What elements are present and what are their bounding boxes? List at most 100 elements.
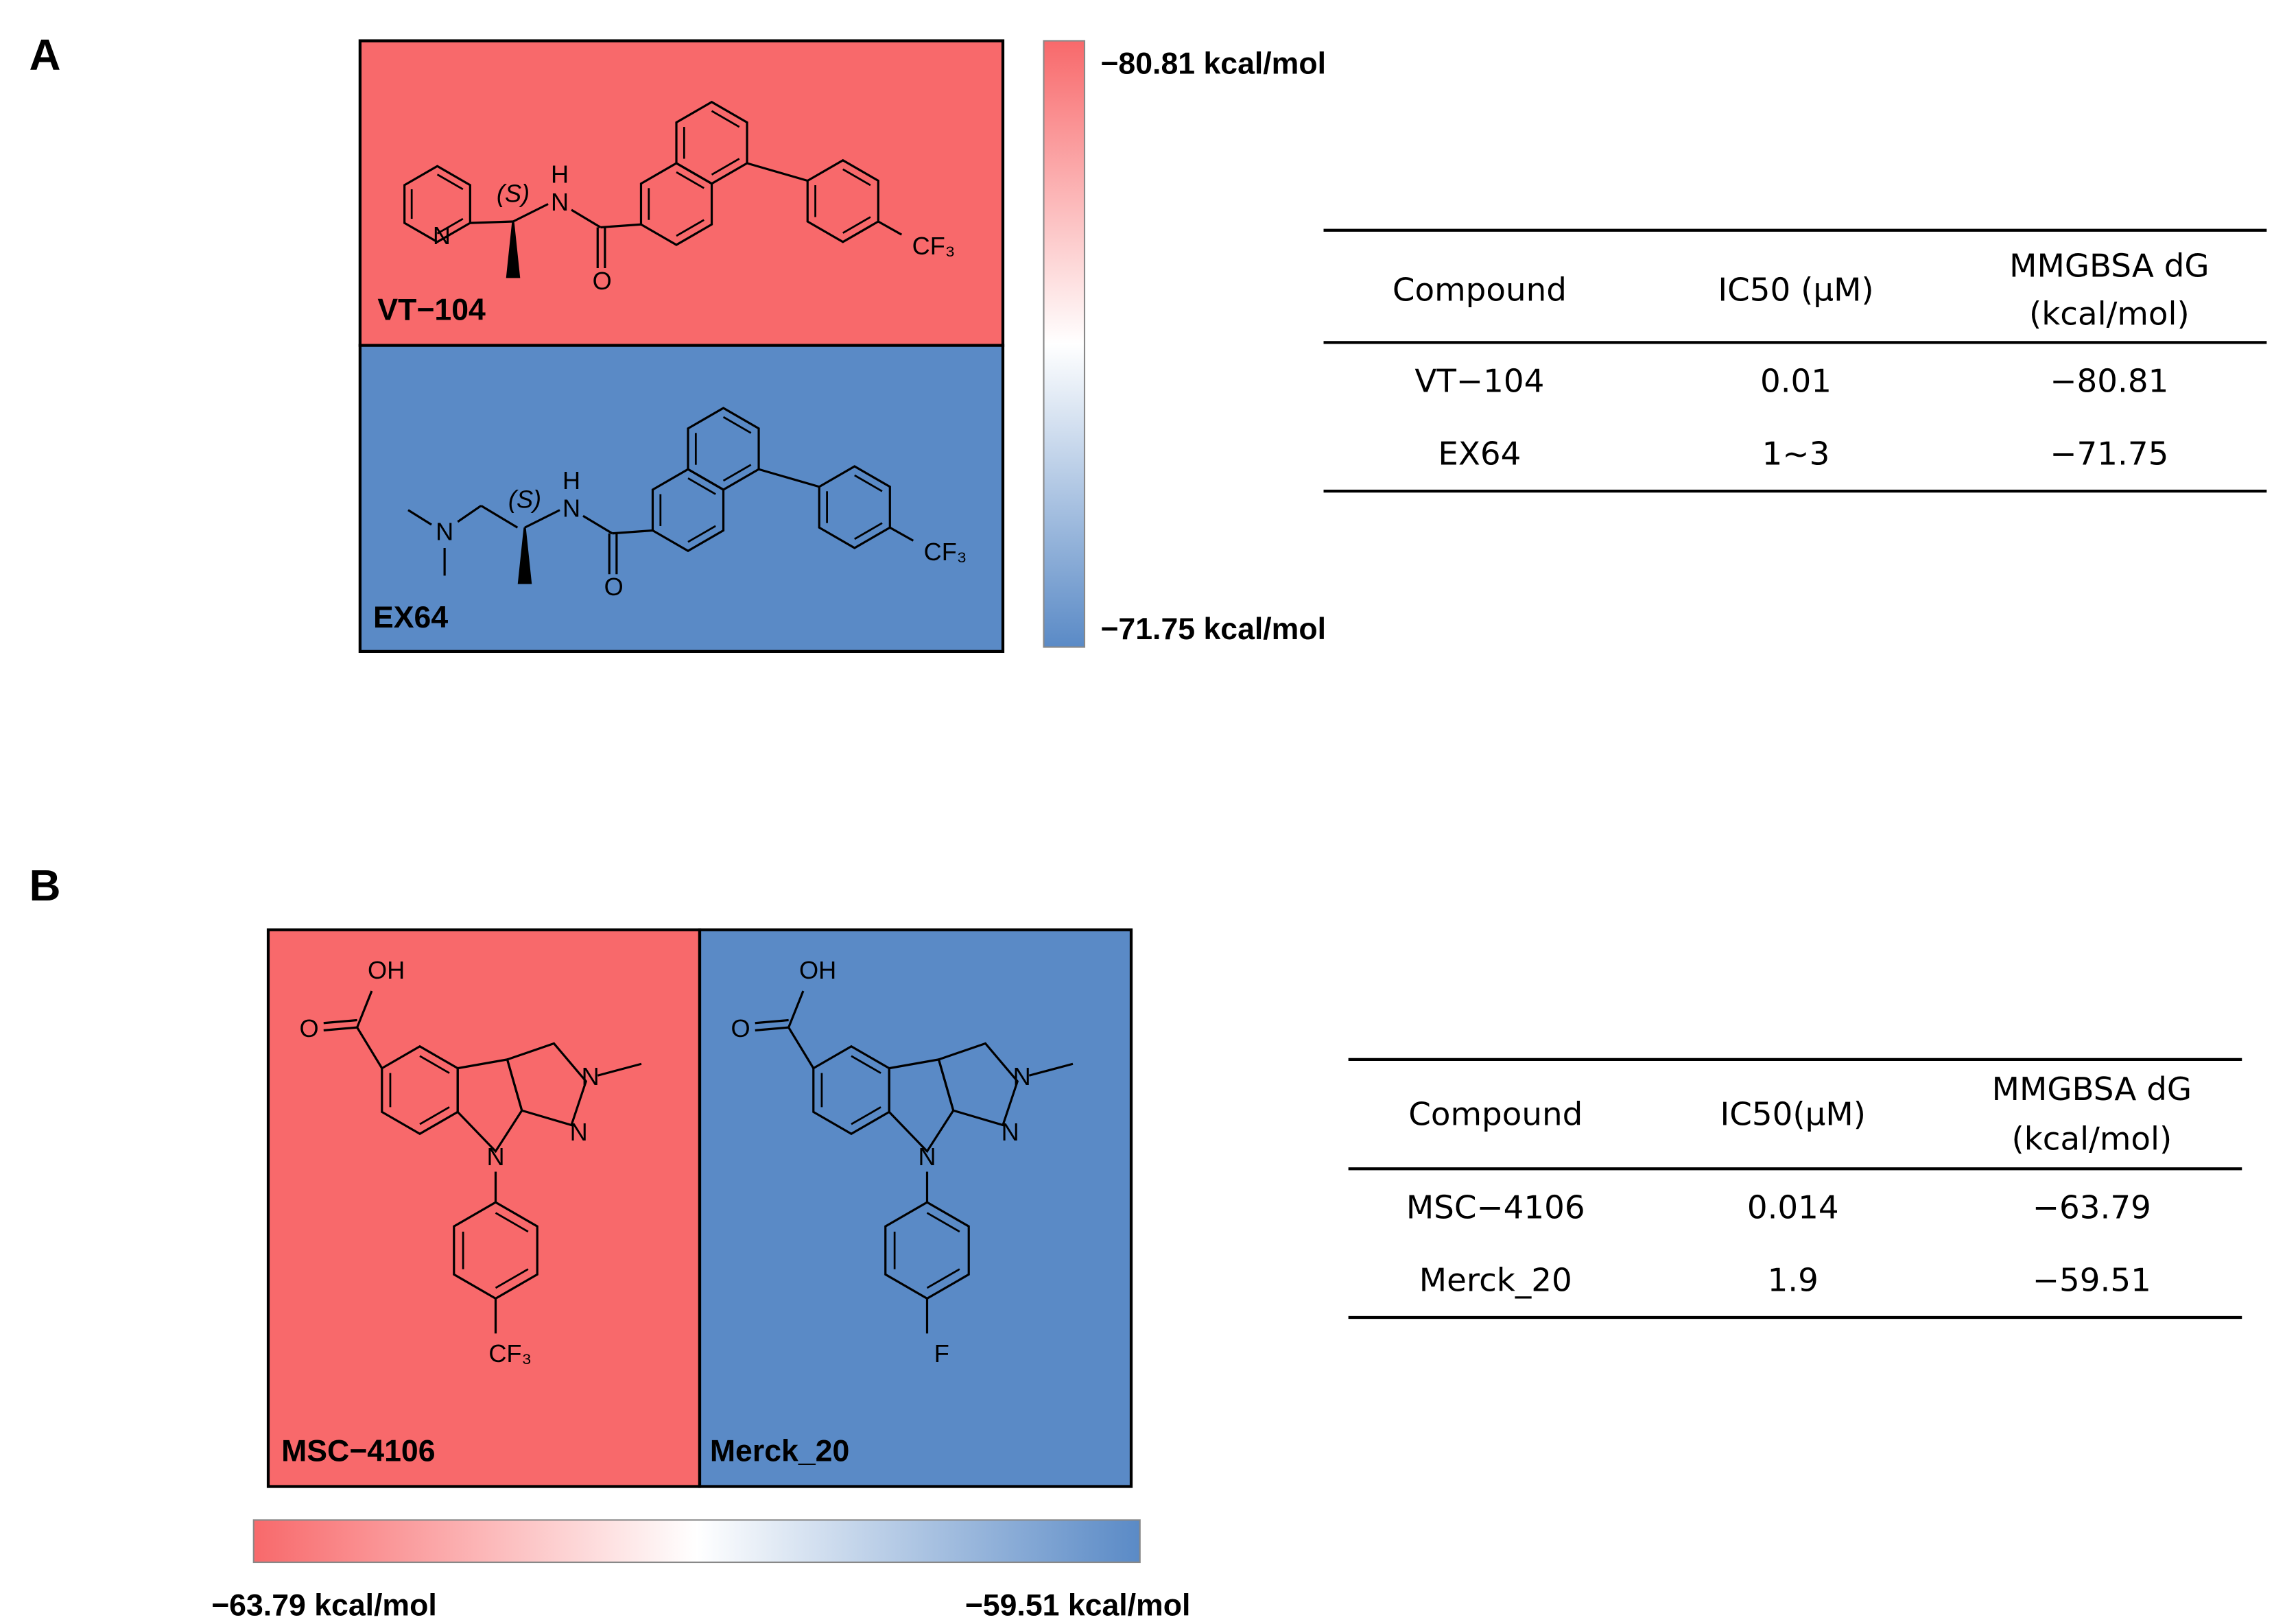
ring bbox=[456, 1058, 523, 1154]
atom-label: O bbox=[299, 1014, 318, 1042]
bond bbox=[356, 990, 373, 1028]
atom-label: CF₃ bbox=[912, 232, 956, 260]
wedge-bond bbox=[506, 221, 521, 278]
bond bbox=[571, 208, 602, 228]
bond bbox=[758, 468, 820, 488]
atom-label: N bbox=[582, 1062, 600, 1090]
bond bbox=[457, 505, 482, 523]
bond bbox=[854, 474, 883, 492]
bond bbox=[407, 509, 432, 526]
atom-label: O bbox=[731, 1014, 750, 1042]
bond bbox=[854, 522, 883, 540]
colorbar-label: −59.51 kcal/mol bbox=[965, 1589, 1191, 1623]
bond bbox=[356, 1027, 383, 1069]
bond bbox=[323, 1026, 357, 1031]
colorbar bbox=[252, 1519, 1141, 1564]
table-header: MMGBSA dG bbox=[2009, 248, 2209, 285]
table-header: IC50(μM) bbox=[1720, 1096, 1866, 1133]
atom-label: N bbox=[551, 188, 569, 216]
table-cell: 1.9 bbox=[1768, 1263, 1819, 1300]
ring bbox=[453, 1201, 538, 1300]
bond bbox=[676, 171, 704, 189]
bond bbox=[600, 223, 641, 229]
table-cell: EX64 bbox=[1438, 436, 1521, 473]
atom-label: N bbox=[433, 222, 451, 250]
table-header: MMGBSA dG bbox=[1992, 1071, 2192, 1108]
bond bbox=[755, 1018, 789, 1025]
bond bbox=[676, 219, 704, 237]
bond bbox=[889, 526, 914, 542]
atom-label: N bbox=[570, 1118, 588, 1146]
compound-name: MSC−4106 bbox=[281, 1434, 435, 1468]
bond bbox=[480, 505, 519, 529]
table-cell: −59.51 bbox=[2033, 1263, 2151, 1300]
panel-label: A bbox=[29, 30, 61, 80]
bond bbox=[495, 1268, 529, 1289]
atom-label: N bbox=[486, 1143, 504, 1171]
atom-label: H bbox=[562, 466, 580, 494]
atom-label: N bbox=[562, 494, 580, 522]
table-cell: VT−104 bbox=[1414, 363, 1544, 400]
bond bbox=[851, 1106, 881, 1125]
compound-box bbox=[358, 39, 1005, 347]
bond bbox=[1028, 1062, 1074, 1077]
atom-label: CF₃ bbox=[488, 1339, 532, 1368]
atom-label: F bbox=[934, 1339, 949, 1368]
bond bbox=[419, 1106, 450, 1125]
atom-label: (S) bbox=[497, 179, 530, 207]
atom-label: OH bbox=[368, 956, 405, 984]
atom-label: N bbox=[918, 1143, 936, 1171]
table-cell: 0.014 bbox=[1747, 1189, 1839, 1226]
table-cell: 1~3 bbox=[1762, 436, 1830, 473]
table-header: Compound bbox=[1393, 272, 1567, 309]
colorbar-label: −80.81 kcal/mol bbox=[1100, 47, 1326, 80]
bond bbox=[470, 220, 514, 224]
compound-name: Merck_20 bbox=[710, 1434, 849, 1468]
bond bbox=[495, 1212, 529, 1233]
bond bbox=[612, 529, 653, 535]
bond bbox=[436, 217, 464, 235]
panel-label: B bbox=[29, 861, 61, 910]
bond bbox=[419, 1055, 450, 1074]
bond bbox=[851, 1055, 881, 1074]
compound-name: EX64 bbox=[373, 601, 448, 634]
table-cell: 0.01 bbox=[1760, 363, 1832, 400]
bond bbox=[524, 509, 560, 529]
bond bbox=[926, 1268, 960, 1289]
bond bbox=[597, 1062, 642, 1077]
table-header: IC50 (μM) bbox=[1718, 272, 1873, 309]
table-cell: MSC−4106 bbox=[1406, 1189, 1585, 1226]
bond bbox=[722, 416, 752, 434]
table-cell: −80.81 bbox=[2050, 363, 2168, 400]
ring bbox=[888, 1058, 955, 1154]
bond bbox=[687, 525, 716, 543]
atom-label: H bbox=[551, 160, 569, 189]
table-cell: −71.75 bbox=[2050, 436, 2168, 473]
atom-label: CF₃ bbox=[924, 538, 967, 566]
bond bbox=[512, 203, 549, 223]
ring bbox=[884, 1201, 970, 1300]
table-cell: −63.79 bbox=[2033, 1189, 2151, 1226]
bond bbox=[926, 1212, 960, 1233]
table-cell: Merck_20 bbox=[1419, 1263, 1572, 1300]
atom-label: (S) bbox=[508, 486, 541, 514]
colorbar-label: −63.79 kcal/mol bbox=[211, 1589, 437, 1623]
bond bbox=[877, 220, 903, 236]
bond bbox=[746, 162, 808, 182]
bond bbox=[787, 1027, 815, 1069]
table-header: (kcal/mol) bbox=[2029, 296, 2190, 333]
bond bbox=[687, 477, 716, 495]
table-header: Compound bbox=[1408, 1096, 1583, 1133]
compound-name: VT−104 bbox=[377, 294, 486, 327]
ring bbox=[506, 1042, 588, 1127]
atom-label: N bbox=[1002, 1118, 1019, 1146]
atom-label: O bbox=[593, 267, 612, 295]
bond bbox=[787, 990, 805, 1028]
bond bbox=[842, 168, 871, 187]
bond bbox=[323, 1018, 357, 1025]
colorbar bbox=[1043, 40, 1086, 648]
atom-label: O bbox=[604, 573, 624, 601]
wedge-bond bbox=[517, 527, 532, 584]
